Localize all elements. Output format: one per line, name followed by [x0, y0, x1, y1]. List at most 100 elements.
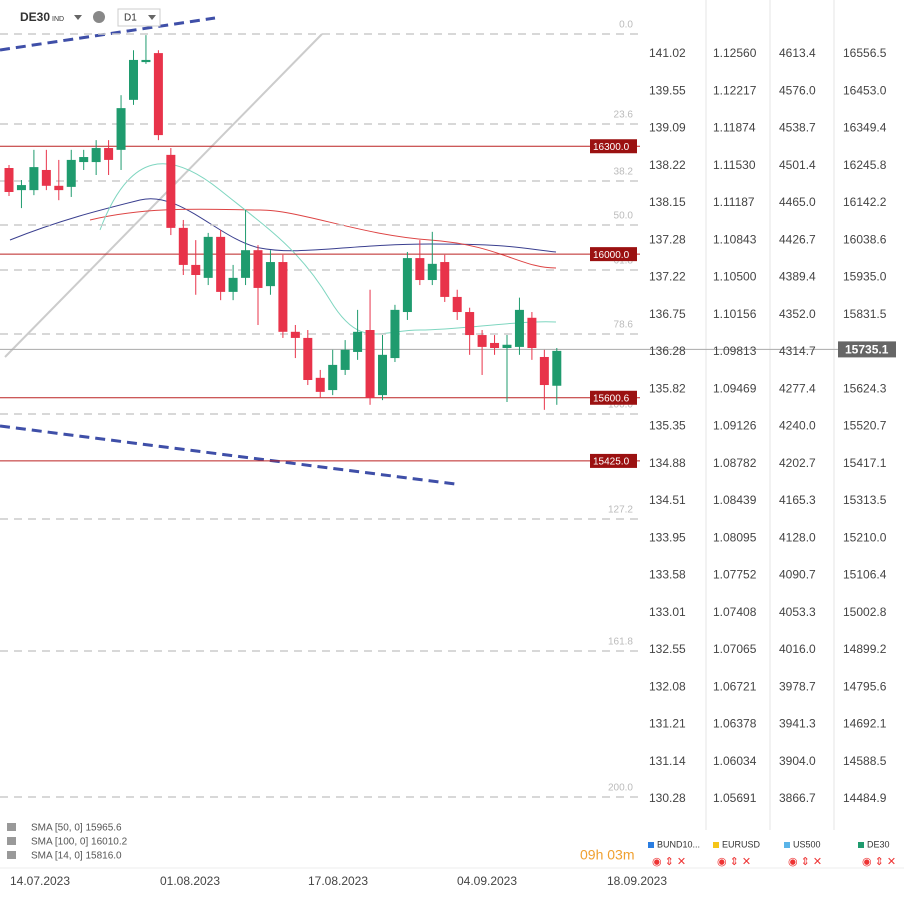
axis-label: 130.28 [649, 791, 686, 805]
axis-label: 4576.0 [779, 83, 816, 97]
instrument-name[interactable]: BUND10... [657, 839, 700, 849]
candle-body [153, 53, 163, 136]
symbol[interactable]: DE30 [20, 10, 50, 24]
candle-body [340, 349, 350, 370]
candle-body [328, 364, 338, 391]
candle-body [253, 250, 263, 288]
timeframe-box[interactable] [117, 8, 161, 27]
candle-body [166, 154, 176, 228]
instrument-controls[interactable]: ◉ ⇕ ✕ [862, 856, 896, 868]
axis-label: 139.55 [649, 83, 686, 97]
axis-label: 1.12560 [713, 46, 757, 60]
candle-body [16, 185, 26, 191]
axis-label: 4465.0 [779, 195, 816, 209]
candle-body [415, 258, 425, 281]
timeframe[interactable]: D1 [124, 13, 137, 24]
axis-label: 139.09 [649, 121, 686, 135]
indicator-label: SMA [14, 0] 15816.0 [31, 851, 122, 862]
axis-label: 1.08439 [713, 493, 757, 507]
candle-body [241, 250, 251, 278]
header: DE30 IND D1 [20, 8, 161, 27]
instrument-name[interactable]: US500 [793, 839, 821, 849]
indicator-icon[interactable] [7, 837, 16, 845]
dropdown-arrow[interactable] [148, 15, 156, 20]
axis-label: 134.51 [649, 493, 686, 507]
fib-label: 23.6 [614, 110, 634, 121]
axis-label: 16245.8 [843, 158, 887, 172]
candle-body [41, 169, 51, 186]
axis-label: 141.02 [649, 46, 686, 60]
candle-body [365, 330, 375, 398]
axis-label: 1.10500 [713, 270, 757, 284]
axis-label: 4202.7 [779, 456, 816, 470]
axis-label: 16038.6 [843, 232, 887, 246]
axis-label: 1.08782 [713, 456, 757, 470]
axis-label: 137.28 [649, 232, 686, 246]
axis-label: 1.11530 [713, 158, 756, 172]
instrument-swatch [858, 842, 864, 848]
candle-body [539, 356, 549, 386]
axis-label: 15831.5 [843, 307, 887, 321]
axis-label: 4277.4 [779, 381, 816, 395]
sma-line [9, 198, 557, 253]
countdown: 09h 03m [580, 847, 634, 863]
instrument-name[interactable]: DE30 [867, 839, 890, 849]
axis-label: 135.35 [649, 419, 686, 433]
axis-label: 1.07065 [713, 642, 757, 656]
candle-body [66, 159, 76, 187]
axis-label: 132.55 [649, 642, 686, 656]
axis-label: 1.10156 [713, 307, 757, 321]
indicator-icon[interactable] [7, 851, 16, 859]
axis-label: 16349.4 [843, 121, 887, 135]
axis-label: 133.58 [649, 568, 686, 582]
indicator-icon[interactable] [7, 823, 16, 831]
info-icon[interactable] [93, 11, 105, 23]
candle-body [191, 264, 201, 275]
axis-label: 14692.1 [843, 717, 887, 731]
candle-body [315, 377, 325, 392]
candle-body [427, 263, 437, 281]
date-label: 17.08.2023 [308, 874, 368, 888]
candle-body [104, 148, 114, 160]
instrument-controls[interactable]: ◉ ⇕ ✕ [788, 856, 822, 868]
axis-label: 4016.0 [779, 642, 816, 656]
axis-label: 4090.7 [779, 568, 816, 582]
level-label: 15600.6 [593, 393, 630, 404]
axis-label: 15313.5 [843, 493, 887, 507]
axis-label: 4389.4 [779, 270, 816, 284]
axis-label: 1.11187 [713, 195, 755, 209]
axis-label: 1.07752 [713, 568, 757, 582]
axis-label: 4314.7 [779, 344, 816, 358]
level-badge [590, 247, 637, 262]
candle-body [91, 148, 101, 163]
candle-body [265, 262, 275, 287]
exchange: IND [52, 16, 64, 23]
instrument-swatch [648, 842, 654, 848]
axis-label: 1.09126 [713, 419, 757, 433]
axis-label: 15106.4 [843, 568, 887, 582]
dropdown-arrow[interactable] [74, 15, 82, 20]
fib-label: 161.8 [608, 637, 633, 648]
fib-label: 78.6 [614, 320, 634, 331]
axis-label: 15002.8 [843, 605, 887, 619]
instrument-controls[interactable]: ◉ ⇕ ✕ [652, 856, 686, 868]
axis-label: 3978.7 [779, 679, 816, 693]
date-label: 01.08.2023 [160, 874, 220, 888]
axis-label: 1.07408 [713, 605, 757, 619]
axis-label: 16142.2 [843, 195, 887, 209]
axis-label: 4613.4 [779, 46, 816, 60]
instrument-name[interactable]: EURUSD [722, 839, 761, 849]
axis-label: 14588.5 [843, 754, 887, 768]
axis-label: 132.08 [649, 679, 686, 693]
instrument-controls[interactable]: ◉ ⇕ ✕ [717, 856, 751, 868]
level-label: 15425.0 [593, 457, 630, 468]
candle-body [477, 335, 487, 347]
candle-body [116, 108, 126, 150]
axis-label: 4426.7 [779, 232, 816, 246]
candle-body [514, 309, 524, 347]
fib-label: 50.0 [614, 211, 634, 222]
fib-label: 61.8 [614, 256, 634, 267]
fib-label: 38.2 [614, 167, 634, 178]
axis-label: 136.28 [649, 344, 686, 358]
axis-label: 16453.0 [843, 83, 887, 97]
